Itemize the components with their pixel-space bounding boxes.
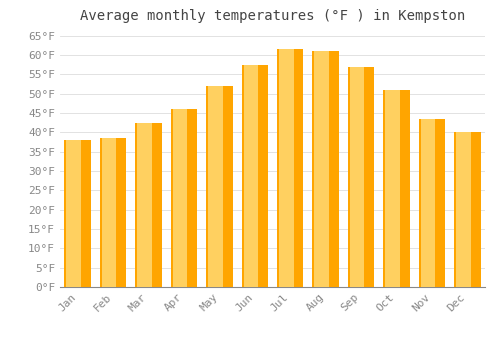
Bar (277, 49, 303, 287)
Bar (244, 65, 258, 287)
Bar (279, 49, 293, 287)
Bar (420, 119, 435, 287)
Bar (172, 109, 188, 287)
Bar (348, 66, 374, 287)
Bar (454, 132, 480, 287)
Bar (100, 138, 126, 287)
Bar (242, 65, 268, 287)
Bar (385, 90, 400, 287)
Bar (350, 66, 364, 287)
Bar (383, 90, 409, 287)
Bar (138, 123, 152, 287)
Bar (418, 119, 445, 287)
Bar (64, 140, 91, 287)
Bar (170, 109, 197, 287)
Bar (206, 86, 233, 287)
Bar (136, 123, 162, 287)
Bar (102, 138, 117, 287)
Title: Average monthly temperatures (°F ) in Kempston: Average monthly temperatures (°F ) in Ke… (80, 9, 465, 23)
Bar (66, 140, 81, 287)
Bar (314, 51, 329, 287)
Bar (312, 51, 339, 287)
Bar (208, 86, 222, 287)
Bar (456, 132, 470, 287)
